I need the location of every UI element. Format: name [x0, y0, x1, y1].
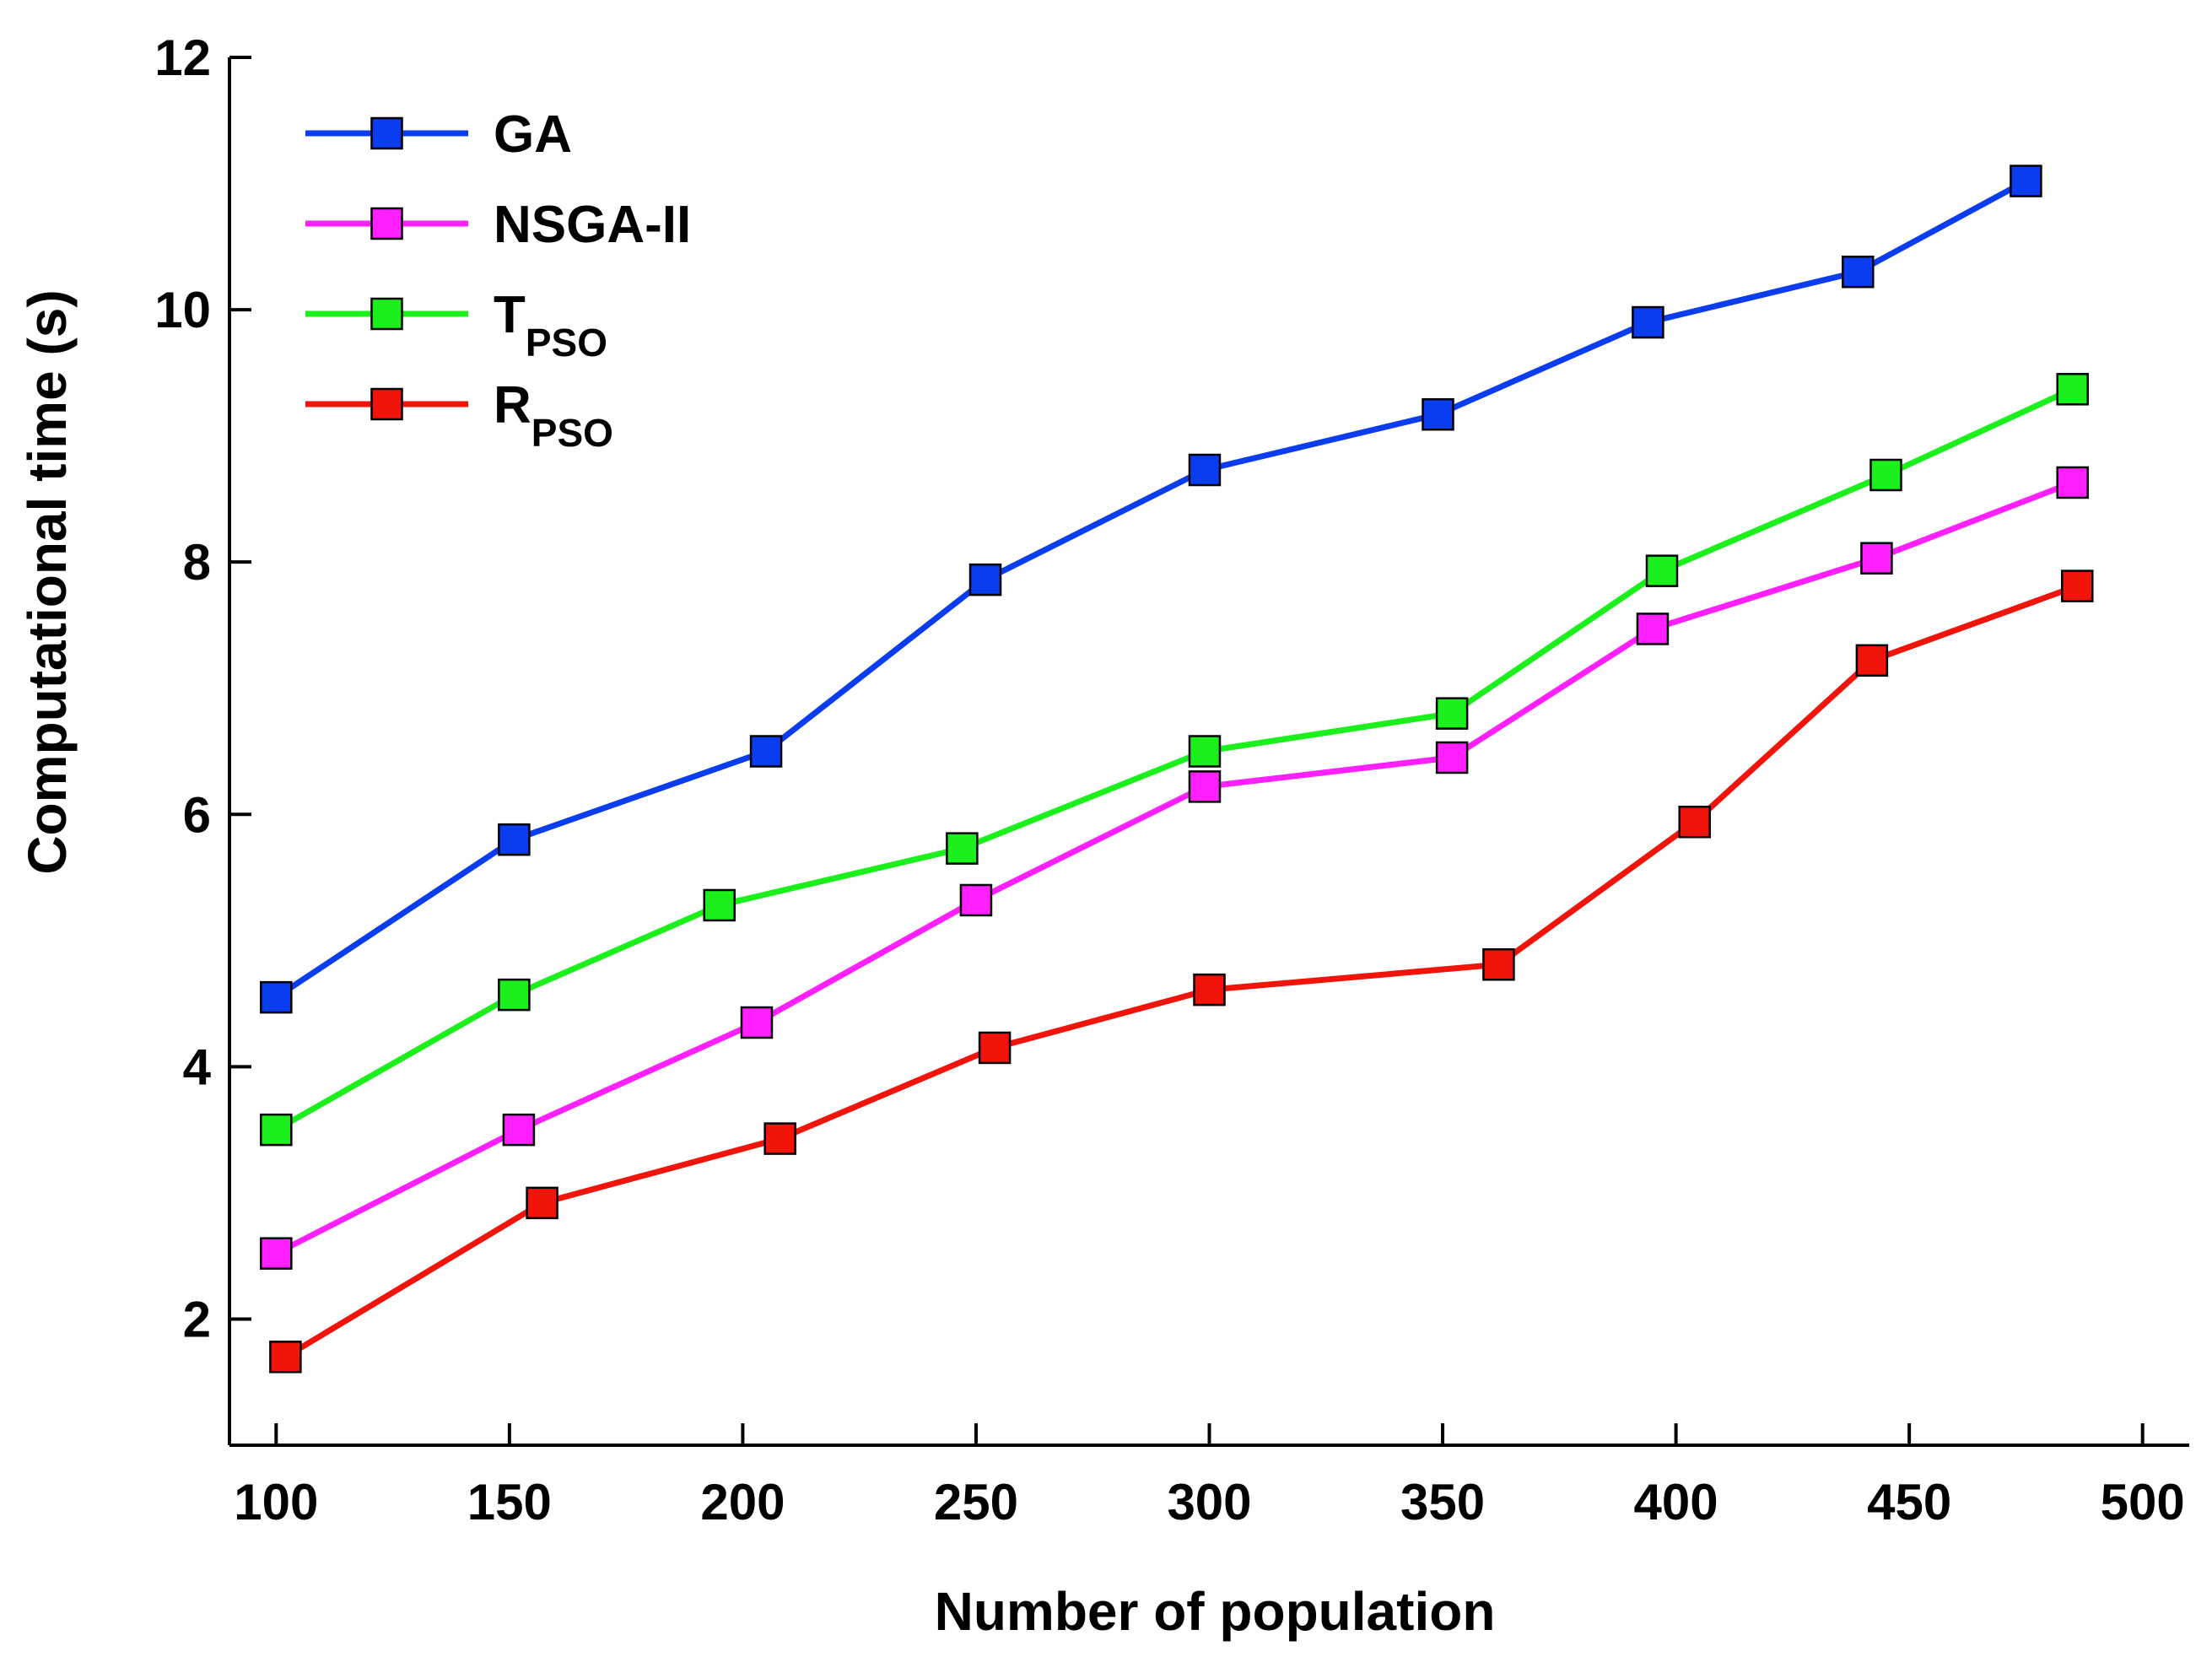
legend-entry-tpso: TPSO: [305, 286, 607, 364]
data-point-ga: [260, 980, 293, 1014]
y-tick-label: 8: [183, 534, 211, 591]
data-point-tpso: [1869, 458, 1902, 492]
legend-label-subscript: PSO: [526, 321, 607, 364]
series-line-rpso: [283, 583, 2079, 1360]
series-tpso: [260, 373, 2089, 1147]
x-tick-label: 250: [934, 1474, 1018, 1530]
x-tick-label: 200: [700, 1474, 785, 1530]
x-tick-label: 150: [467, 1474, 552, 1530]
x-tick-label: 400: [1634, 1474, 1718, 1530]
x-axis: 100 150 200 250 300 350 400 450 500: [234, 1423, 2185, 1530]
legend-entry-ga: GA: [305, 105, 572, 164]
data-point-nsga-ii: [260, 1237, 293, 1270]
data-point-nsga-ii: [1636, 613, 1670, 645]
legend-label-subscript: PSO: [531, 411, 613, 455]
legend-label-ga: GA: [494, 105, 572, 164]
data-point-tpso: [498, 978, 531, 1012]
data-point-nsga-ii: [959, 883, 993, 917]
series-nsga-ii: [260, 466, 2089, 1270]
data-point-ga: [498, 823, 531, 856]
data-point-tpso: [1188, 735, 1222, 768]
data-point-tpso: [946, 832, 979, 865]
series-ga: [260, 165, 2042, 1014]
legend-entry-nsga-ii: NSGA-II: [305, 196, 691, 254]
y-tick-label: 12: [154, 30, 211, 86]
data-point-nsga-ii: [502, 1113, 536, 1147]
series-layer: [260, 165, 2094, 1373]
legend-label-main: GA: [494, 105, 572, 164]
data-point-tpso: [703, 888, 736, 922]
data-point-ga: [968, 563, 1002, 596]
legend-label-main: NSGA-II: [494, 196, 691, 254]
x-tick-label: 450: [1867, 1474, 1951, 1530]
data-point-rpso: [1855, 644, 1889, 677]
data-point-rpso: [269, 1341, 302, 1373]
data-point-ga: [1422, 397, 1454, 431]
data-point-ga: [1842, 255, 1875, 289]
y-axis: 2 4 6 8 10 12: [154, 30, 251, 1347]
x-tick-label: 350: [1400, 1474, 1485, 1530]
legend-marker-rpso: [370, 387, 403, 421]
legend-label-rpso: RPSO: [494, 376, 613, 455]
legend-label-main: R: [494, 376, 531, 434]
data-point-tpso: [260, 1113, 293, 1147]
x-tick-label: 100: [234, 1474, 318, 1530]
legend-label-tpso: TPSO: [494, 286, 607, 364]
y-tick-label: 2: [183, 1291, 211, 1347]
data-point-rpso: [763, 1122, 796, 1155]
data-point-rpso: [1482, 947, 1515, 981]
legend-marker-tpso: [370, 297, 403, 331]
series-line-ga: [274, 178, 2028, 1001]
legend-entry-rpso: RPSO: [305, 376, 613, 455]
y-tick-label: 10: [154, 282, 211, 338]
legend-label-main: T: [494, 286, 526, 344]
data-point-rpso: [978, 1031, 1012, 1065]
data-point-rpso: [526, 1186, 558, 1220]
data-point-tpso: [2056, 373, 2089, 406]
data-point-ga: [749, 735, 783, 768]
series-line-tpso: [274, 386, 2074, 1133]
data-point-nsga-ii: [1435, 741, 1469, 774]
data-point-ga: [2010, 165, 2042, 197]
x-tick-label: 300: [1167, 1474, 1251, 1530]
data-point-nsga-ii: [1188, 770, 1222, 803]
series-line-nsga-ii: [274, 479, 2074, 1256]
data-point-rpso: [2061, 569, 2094, 602]
data-point-nsga-ii: [740, 1006, 774, 1039]
x-tick-label: 500: [2101, 1474, 2185, 1530]
legend-marker-ga: [370, 116, 403, 150]
legend-label-nsga-ii: NSGA-II: [494, 196, 691, 254]
y-axis-title: Computational time (s): [17, 289, 78, 874]
data-point-rpso: [1193, 973, 1226, 1006]
y-tick-label: 6: [183, 786, 211, 843]
data-point-ga: [1188, 453, 1222, 487]
data-point-rpso: [1678, 805, 1711, 839]
data-point-nsga-ii: [2056, 466, 2089, 499]
data-point-nsga-ii: [1860, 542, 1893, 575]
y-tick-label: 4: [183, 1039, 212, 1095]
data-point-ga: [1632, 305, 1664, 339]
series-rpso: [269, 569, 2094, 1373]
data-point-tpso: [1645, 554, 1679, 587]
data-point-tpso: [1435, 697, 1469, 730]
x-axis-title: Number of population: [935, 1581, 1496, 1642]
legend-marker-nsga-ii: [370, 207, 403, 240]
